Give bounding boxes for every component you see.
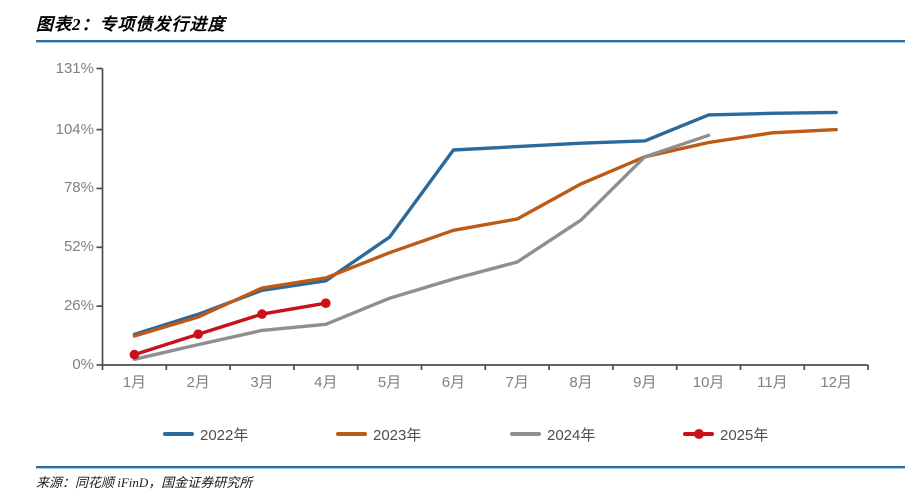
x-axis-label: 6月: [441, 374, 466, 391]
legend-item-2025年: 2025年: [683, 424, 768, 444]
legend-line-swatch: [510, 432, 541, 436]
legend-label: 2024年: [547, 426, 596, 444]
x-axis-label: 2月: [186, 374, 210, 391]
legend-label: 2025年: [720, 426, 769, 444]
chart-title: 图表2：专项债发行进度: [36, 15, 226, 34]
legend-dot-icon: [694, 429, 704, 439]
legend-line-swatch: [163, 432, 194, 436]
footer-rule: [36, 466, 905, 468]
y-axis-label: 52%: [63, 238, 94, 256]
x-axis-label: 12月: [820, 374, 853, 391]
x-axis-label: 9月: [633, 374, 657, 391]
legend-label: 2022年: [200, 426, 249, 444]
legend-line-swatch: [336, 432, 367, 436]
legend-label: 2023年: [373, 426, 422, 444]
y-axis-label: 104%: [55, 120, 94, 138]
data-point-marker: [193, 329, 203, 340]
legend-line-icon: [163, 424, 194, 444]
legend-line-icon: [683, 424, 714, 444]
header-rule: [36, 40, 905, 42]
y-axis-label: 131%: [55, 59, 94, 77]
x-axis-label: 7月: [505, 374, 529, 391]
x-axis-label: 5月: [377, 374, 402, 391]
x-axis-label: 1月: [122, 374, 147, 391]
data-point-marker: [257, 309, 267, 319]
y-axis-label: 78%: [63, 179, 94, 197]
y-axis-label: 0%: [72, 356, 94, 373]
x-axis-label: 10月: [692, 374, 725, 391]
x-axis-label: 3月: [250, 374, 274, 391]
data-point-marker: [129, 349, 140, 360]
x-axis-label: 4月: [314, 374, 338, 391]
legend-item-2022年: 2022年: [163, 424, 248, 444]
legend-item-2023年: 2023年: [336, 424, 421, 444]
legend-line-icon: [510, 424, 541, 444]
legend-item-2024年: 2024年: [510, 424, 595, 444]
source-note: 来源：同花顺 iFinD，国金证券研究所: [36, 475, 253, 490]
data-point-marker: [321, 298, 331, 309]
chart-legend: 2022年 2023年 2024年 2025年: [0, 424, 905, 444]
x-axis-label: 8月: [569, 374, 593, 391]
x-axis-label: 11月: [757, 374, 788, 391]
y-axis-label: 26%: [63, 297, 94, 315]
series-line-2024年: [132, 133, 711, 361]
series-line-2025年: [132, 301, 328, 357]
legend-line-icon: [336, 424, 367, 444]
series-line-2023年: [132, 127, 838, 338]
